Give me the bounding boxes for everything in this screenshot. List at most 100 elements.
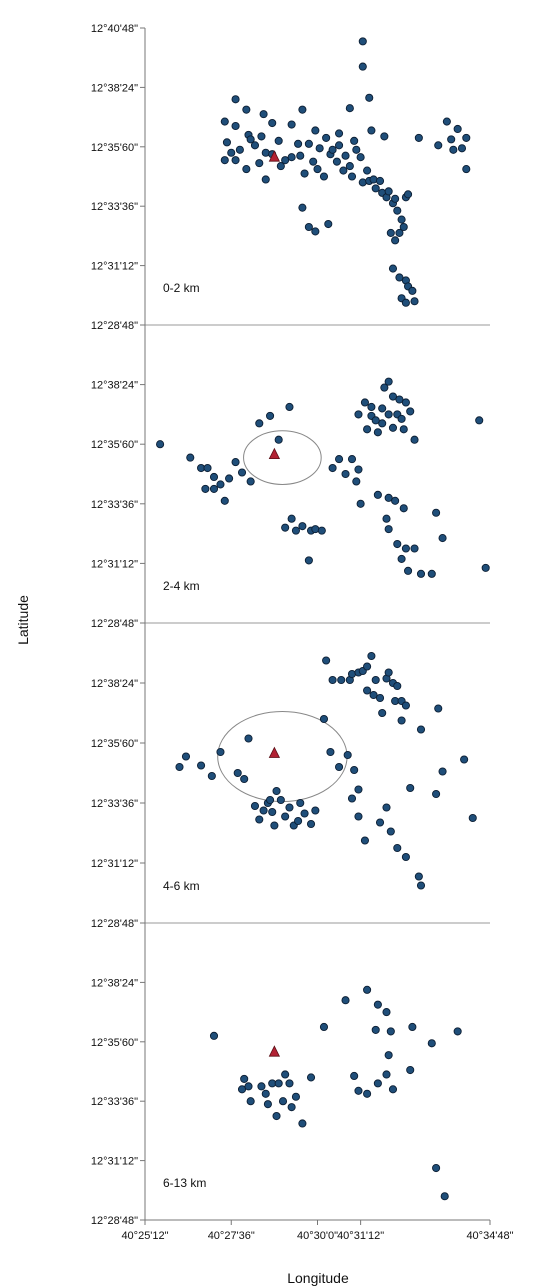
data-point [231, 458, 240, 467]
data-point [304, 556, 313, 565]
data-point [341, 996, 350, 1005]
data-point [384, 493, 393, 502]
data-point [401, 398, 410, 407]
data-point [354, 410, 363, 419]
data-point [300, 809, 309, 818]
data-point [457, 144, 467, 153]
data-point [246, 135, 255, 144]
data-point [380, 132, 389, 141]
panel-label: 4-6 km [163, 879, 200, 893]
data-point [468, 813, 477, 823]
volcano-marker [268, 447, 281, 460]
data-point [427, 1039, 436, 1048]
data-point [350, 1071, 359, 1081]
data-point [375, 693, 385, 703]
data-point [393, 206, 402, 215]
y-tick-label: 12°28'48" [91, 918, 138, 930]
data-point [434, 141, 443, 150]
data-point [341, 469, 350, 479]
data-point [380, 383, 389, 392]
y-tick-label: 12°38'24" [91, 380, 138, 392]
data-point [209, 1031, 219, 1040]
panel-6-13km: 12°38'24" 12°35'60" 12°33'36" 12°31'12" 12°2… [91, 977, 462, 1227]
data-point [378, 419, 387, 428]
data-point [343, 750, 352, 760]
data-point [278, 1097, 288, 1106]
data-point [373, 1079, 382, 1088]
data-point [298, 1119, 307, 1128]
data-point [257, 1082, 266, 1091]
data-point [410, 435, 419, 444]
data-point [259, 806, 268, 815]
data-point [328, 675, 337, 685]
data-point [345, 104, 354, 113]
y-tick-label: 12°31'12" [91, 261, 138, 273]
data-point [410, 297, 419, 306]
y-tick-label: 12°31'12" [91, 858, 138, 870]
data-point [414, 872, 423, 881]
data-point [311, 227, 320, 236]
data-point [306, 819, 316, 829]
data-point [319, 714, 329, 724]
data-point [356, 153, 365, 162]
data-point [266, 795, 275, 805]
data-point [311, 525, 320, 534]
data-point [416, 725, 426, 734]
y-tick-label: 12°33'36" [91, 201, 138, 213]
data-point [235, 145, 244, 154]
data-point [319, 1022, 329, 1031]
data-point [373, 1000, 382, 1009]
data-point [337, 675, 346, 685]
data-point [347, 669, 357, 679]
data-point [371, 675, 380, 685]
data-point [203, 463, 212, 473]
data-point [209, 472, 219, 482]
data-point [261, 148, 270, 157]
data-point [285, 402, 294, 412]
data-point [207, 771, 216, 781]
data-point [324, 219, 333, 229]
data-point [460, 755, 469, 764]
volcano-marker [268, 150, 281, 162]
data-point [272, 786, 281, 796]
data-point [240, 1074, 249, 1083]
data-point [233, 768, 242, 778]
data-point [294, 816, 303, 826]
data-point [410, 544, 419, 553]
data-point [386, 1027, 395, 1036]
data-point [354, 785, 363, 794]
y-tick-label: 12°33'36" [91, 798, 138, 810]
y-axis-title: Latitude [15, 595, 31, 645]
y-tick-label: 12°38'24" [91, 977, 138, 989]
data-point [257, 132, 266, 141]
data-point [319, 172, 329, 181]
data-point [309, 157, 318, 166]
data-point [296, 151, 305, 160]
data-point [462, 133, 471, 142]
panel-label: 0-2 km [163, 281, 200, 295]
data-point [378, 404, 387, 413]
data-point [401, 701, 410, 710]
data-point [363, 1089, 372, 1098]
data-point [475, 416, 484, 425]
data-point [268, 807, 277, 817]
data-point [416, 569, 426, 578]
data-point [363, 425, 372, 434]
data-point [300, 169, 309, 178]
axes-layer: Latitude Longitude 40°25'12" 40°27'36" 40°… [15, 28, 514, 1286]
data-point [347, 172, 357, 181]
data-point [432, 789, 441, 799]
data-point [347, 794, 357, 803]
data-point [328, 463, 337, 473]
data-point [406, 1065, 415, 1075]
data-point [220, 496, 229, 505]
data-point [287, 1103, 296, 1112]
data-point [287, 514, 296, 523]
data-point [175, 762, 184, 772]
data-point [354, 812, 363, 821]
data-point [313, 165, 322, 174]
data-point [462, 165, 471, 174]
data-point [384, 668, 393, 677]
data-point [378, 708, 387, 718]
